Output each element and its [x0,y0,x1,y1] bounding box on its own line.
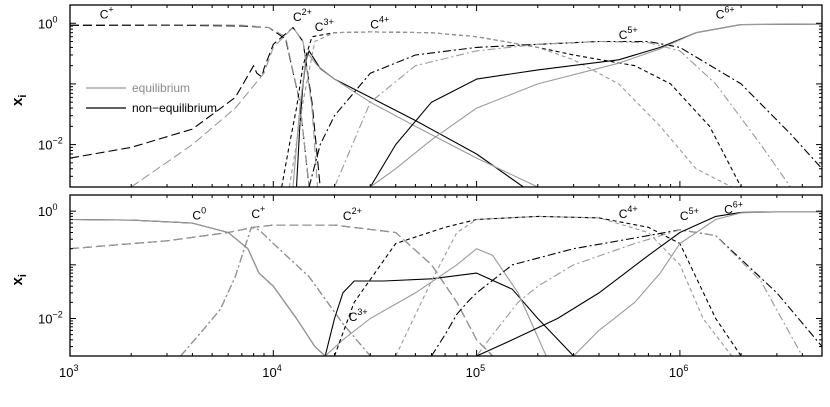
series-line-C5plus-8 [308,40,822,187]
x-tick-label: 105 [466,363,485,380]
ion-label: C5+ [680,206,699,223]
ion-label: C+ [251,204,265,221]
legend-label: non−equilibrium [132,101,217,115]
ion-label: C2+ [293,7,312,24]
y-tick-label: 100 [38,14,57,31]
series-line-C5plus-10 [431,229,822,356]
series-line-C6plus-10 [369,23,822,187]
ion-label: C2+ [343,206,362,223]
legend-label: equilibrium [132,81,190,95]
series-line-C2plus-4 [70,224,494,356]
series-line-C5plus-11 [476,229,803,356]
series-line-Cplus-3 [180,226,371,356]
ion-label: C5+ [619,25,638,42]
ion-label: C3+ [315,17,334,34]
series-line-C4plus-8 [333,215,742,356]
series-line-C5plus-9 [333,40,791,187]
y-tick-label: 10−2 [38,309,63,326]
series-line-C2plus-5 [70,224,494,356]
x-tick-label: 103 [59,363,78,380]
ion-label: C4+ [619,204,638,221]
plot-frame [69,194,823,357]
ion-label: C+ [100,4,114,21]
series-line-C4plus-6 [281,31,742,187]
x-tick-label: 104 [262,363,281,380]
series-line-C6plus-13 [573,211,822,356]
legend: equilibrium non−equilibrium [86,81,217,115]
panel-strong-b: 100 10−2 xi C+ C2+C3+ C4+ C5+ C6+ equilibrium non… [9,4,823,188]
series-line-C3plus-5 [292,54,539,187]
series-line-C3plus-7 [324,248,547,356]
series-line-C3plus-6 [324,272,574,356]
series-line-C4plus-7 [288,31,733,187]
series-line-C2plus-3 [130,26,319,187]
y-tick-label: 10−2 [38,136,63,153]
series-line-C0-0 [70,218,326,356]
ion-label: C0 [192,205,206,222]
series-line-Cplus-2 [180,226,371,356]
ion-label: C4+ [370,14,389,31]
ion-label: C6+ [716,4,735,21]
series-line-C3plus-4 [295,50,525,187]
series-line-C4plus-9 [395,215,733,356]
series-line-C0-1 [70,218,326,356]
series-group [70,211,822,356]
series-line-C6plus-11 [369,23,822,187]
x-tick-label: 106 [669,363,688,380]
panel-b-zero: 100 10−2 103 104 105 106 xi C0 C+ C2+ C3+ C4+ C5+ C6+ [9,194,823,380]
series-line-Cplus-1 [70,24,310,187]
series-group [70,23,822,187]
plot-frame [69,4,823,188]
ion-label: C6+ [724,200,743,217]
y-tick-label: 100 [38,202,57,219]
y-axis-label: xi [9,274,29,285]
y-axis-label: xi [9,95,29,106]
ion-label: C3+ [349,307,368,324]
